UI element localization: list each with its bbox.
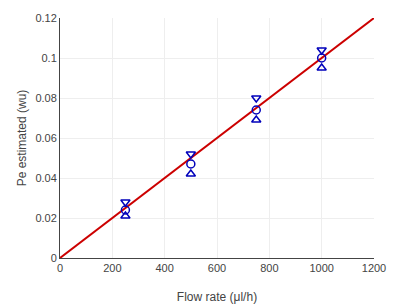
svg-text:0: 0 bbox=[57, 262, 63, 274]
svg-text:Flow rate (μl/h): Flow rate (μl/h) bbox=[177, 290, 257, 304]
svg-text:400: 400 bbox=[155, 262, 173, 274]
svg-text:0.06: 0.06 bbox=[35, 132, 56, 144]
svg-text:0.12: 0.12 bbox=[35, 12, 56, 24]
svg-text:600: 600 bbox=[208, 262, 226, 274]
svg-text:200: 200 bbox=[103, 262, 121, 274]
svg-text:0.08: 0.08 bbox=[35, 92, 56, 104]
svg-text:0: 0 bbox=[51, 252, 57, 264]
svg-text:0.02: 0.02 bbox=[35, 212, 56, 224]
svg-text:1000: 1000 bbox=[309, 262, 333, 274]
svg-text:Pe estimated (wu): Pe estimated (wu) bbox=[15, 90, 29, 187]
svg-text:0.04: 0.04 bbox=[35, 172, 56, 184]
svg-text:1200: 1200 bbox=[362, 262, 386, 274]
svg-text:800: 800 bbox=[260, 262, 278, 274]
svg-text:0.1: 0.1 bbox=[42, 52, 57, 64]
